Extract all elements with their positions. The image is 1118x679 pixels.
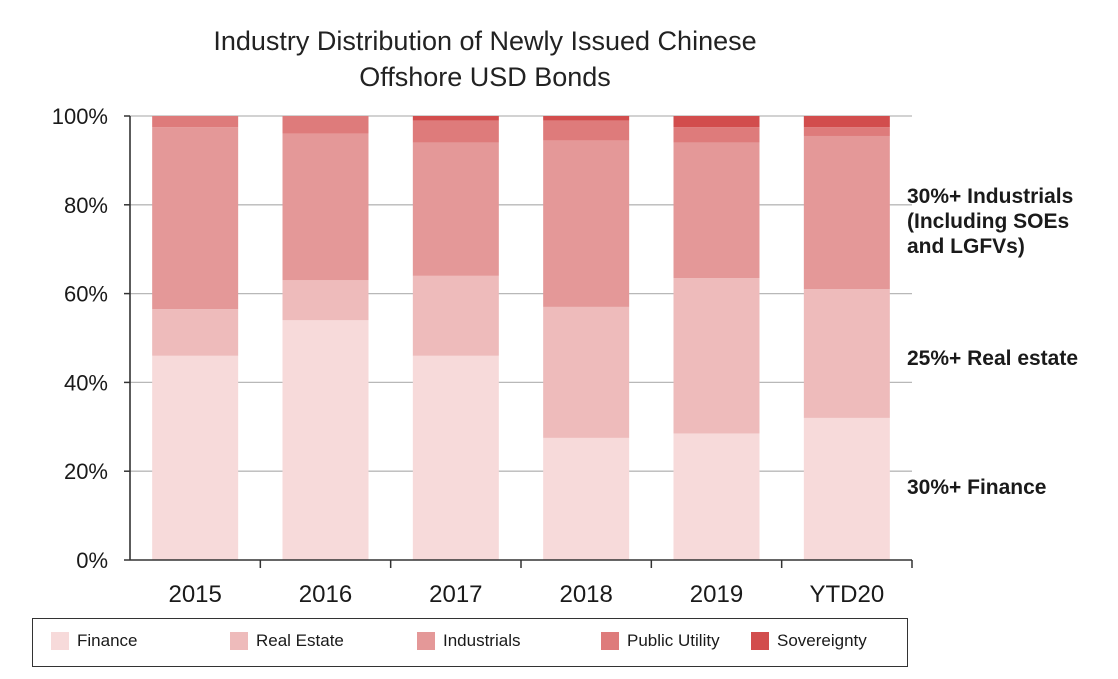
legend-swatch	[230, 632, 248, 650]
annotation-industrials-line-1: 30%+ Industrials	[907, 185, 1074, 208]
bar-segment-industrials	[282, 133, 369, 281]
bar-segment-finance	[673, 433, 760, 560]
bar-segment-real-estate	[152, 309, 239, 356]
bar-segment-industrials	[543, 140, 630, 307]
chart-legend: Finance Real Estate Industrials Public Util…	[32, 618, 908, 667]
chart-title-line-1: Industry Distribution of Newly Issued Ch…	[213, 26, 757, 56]
legend-label: Finance	[77, 631, 138, 650]
bar-segment-finance	[412, 355, 499, 560]
bar-segment-sovereignty	[412, 116, 499, 121]
annotation-finance-line-1: 30%+ Finance	[907, 476, 1047, 499]
annotation-industrials: 30%+ Industrials (Including SOEs and LGF…	[907, 184, 1073, 259]
legend-item-public-utility: Public Utility	[601, 631, 720, 651]
bar-segment-sovereignty	[803, 116, 890, 128]
annotation-finance: 30%+ Finance	[907, 475, 1046, 500]
legend-swatch	[417, 632, 435, 650]
bar-segment-finance	[543, 437, 630, 560]
bar-segment-public-utility	[412, 120, 499, 143]
bar-segment-finance	[152, 355, 239, 560]
bar-segment-industrials	[412, 142, 499, 276]
y-tick-label: 40%	[64, 370, 108, 395]
chart-title-line-2: Offshore USD Bonds	[359, 62, 611, 92]
legend-item-real-estate: Real Estate	[230, 631, 344, 651]
bar-segment-industrials	[673, 142, 760, 279]
x-tick-label: 2016	[299, 581, 352, 608]
legend-swatch	[51, 632, 69, 650]
legend-label: Public Utility	[627, 631, 720, 650]
bar-segment-public-utility	[152, 116, 239, 128]
bar-segment-real-estate	[673, 278, 760, 434]
y-tick-label: 60%	[64, 282, 108, 307]
bar-segment-real-estate	[803, 289, 890, 418]
legend-swatch	[751, 632, 769, 650]
legend-label: Sovereignty	[777, 631, 867, 650]
y-tick-label: 100%	[52, 104, 108, 129]
bar-segment-sovereignty	[543, 116, 630, 121]
annotation-industrials-line-3: and LGFVs)	[907, 235, 1025, 258]
legend-item-industrials: Industrials	[417, 631, 520, 651]
annotation-real-estate-line-1: 25%+ Real estate	[907, 347, 1079, 370]
bar-segment-public-utility	[282, 116, 369, 134]
annotation-industrials-line-2: (Including SOEs	[907, 210, 1070, 233]
bar-segment-industrials	[803, 135, 890, 290]
legend-label: Industrials	[443, 631, 521, 650]
legend-item-sovereignty: Sovereignty	[751, 631, 867, 651]
x-tick-label: 2017	[429, 581, 482, 608]
bar-segment-real-estate	[543, 306, 630, 438]
legend-item-finance: Finance	[51, 631, 137, 651]
y-tick-label: 20%	[64, 459, 108, 484]
bar-segment-finance	[803, 417, 890, 560]
x-tick-label: YTD20	[809, 581, 884, 608]
legend-swatch	[601, 632, 619, 650]
bar-segment-industrials	[152, 127, 239, 310]
annotation-real-estate: 25%+ Real estate	[907, 346, 1078, 371]
bar-segment-public-utility	[543, 120, 630, 141]
x-tick-label: 2019	[690, 581, 743, 608]
bar-segment-finance	[282, 320, 369, 560]
bar-segment-real-estate	[282, 280, 369, 321]
bar-segment-real-estate	[412, 275, 499, 356]
y-tick-label: 0%	[76, 548, 108, 573]
x-tick-label: 2018	[559, 581, 612, 608]
y-tick-label: 80%	[64, 193, 108, 218]
bar-segment-sovereignty	[673, 116, 760, 128]
x-tick-label: 2015	[168, 581, 221, 608]
legend-label: Real Estate	[256, 631, 344, 650]
bar-segment-public-utility	[673, 127, 760, 143]
bar-segment-public-utility	[803, 127, 890, 136]
